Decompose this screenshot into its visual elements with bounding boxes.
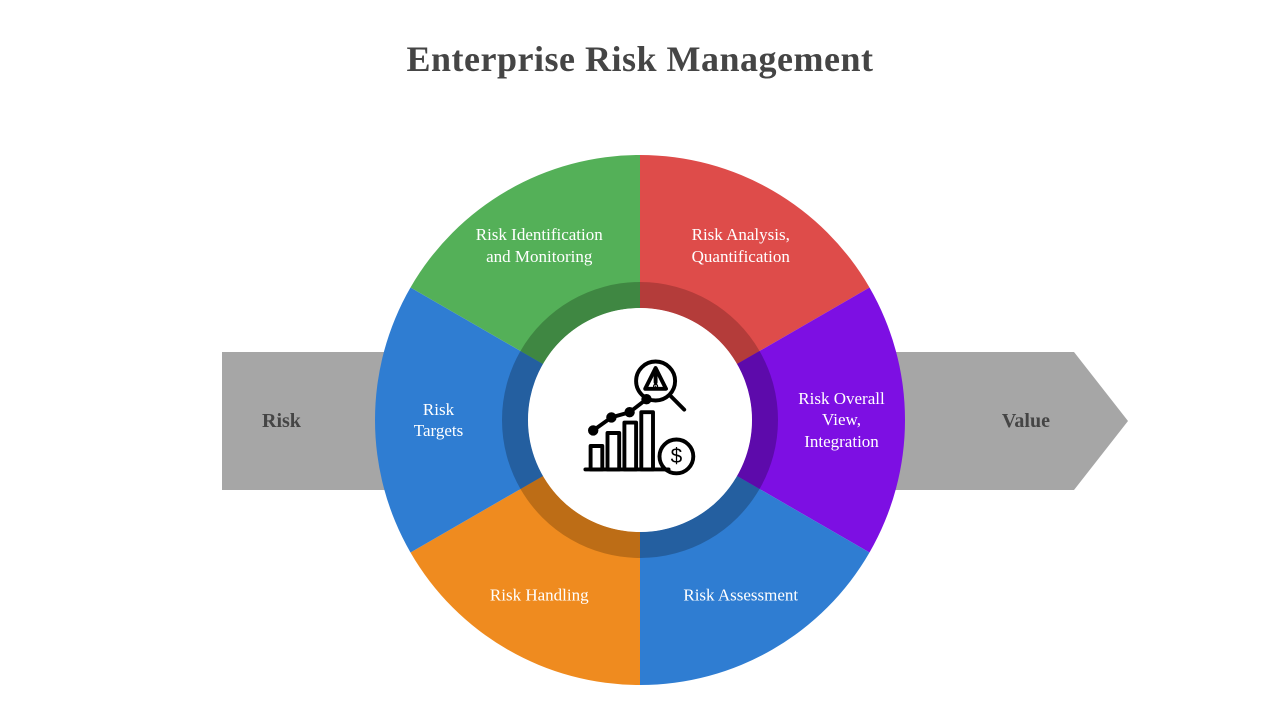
donut-chart: Risk Analysis, Quantification Risk Overa… bbox=[375, 155, 905, 685]
donut-center-circle: $ bbox=[528, 308, 752, 532]
diagram-stage: Enterprise Risk Management Risk Value Ri… bbox=[0, 0, 1280, 720]
svg-text:$: $ bbox=[671, 445, 683, 468]
arrow-left-label: Risk bbox=[262, 410, 301, 433]
risk-analytics-icon: $ bbox=[575, 355, 705, 485]
page-title: Enterprise Risk Management bbox=[0, 38, 1280, 80]
arrow-right-head bbox=[1074, 352, 1128, 490]
arrow-right-label: Value bbox=[1002, 410, 1050, 433]
